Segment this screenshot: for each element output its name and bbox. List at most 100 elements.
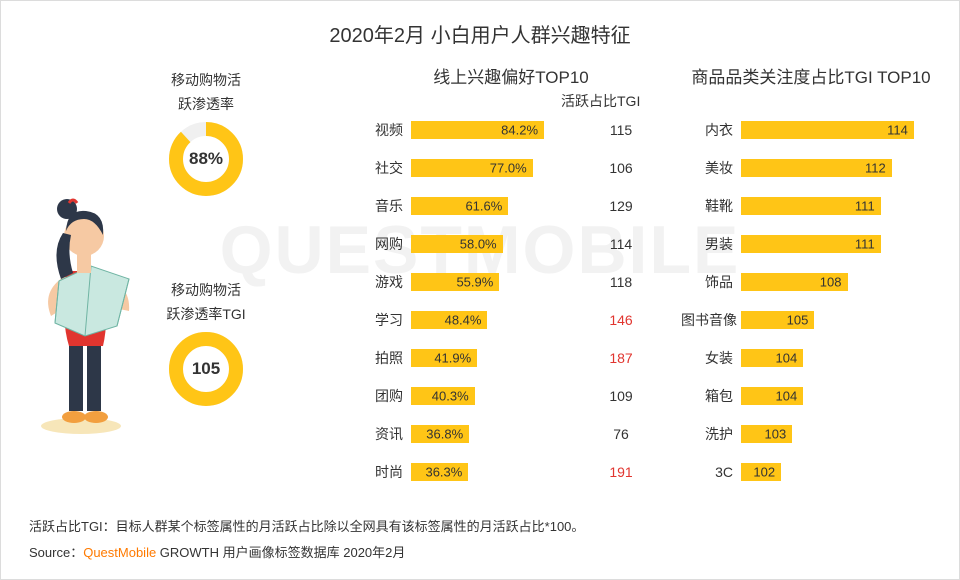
bar-track: 58.0% xyxy=(411,235,596,253)
interest-cat-label: 学习 xyxy=(346,310,411,330)
interest-bar: 84.2% xyxy=(411,121,544,139)
interest-bar-label: 84.2% xyxy=(501,123,538,138)
donut-block-tgi: 移动购物活 跃渗透率TGI 105 xyxy=(166,281,246,409)
bar-track: 48.4% xyxy=(411,311,596,329)
category-cat-label: 箱包 xyxy=(681,386,741,406)
footnote: 活跃占比TGI：目标人群某个标签属性的月活跃占比除以全网具有该标签属性的月活跃占… xyxy=(29,516,584,535)
interest-bar-list: 视频84.2%115社交77.0%106音乐61.6%129网购58.0%114… xyxy=(346,111,646,491)
interest-row: 视频84.2%115 xyxy=(346,111,646,149)
category-row: 3C102 xyxy=(681,453,941,491)
category-bar: 104 xyxy=(741,387,803,405)
interest-cat-label: 视频 xyxy=(346,120,411,140)
category-bar: 111 xyxy=(741,197,881,215)
category-bar-label: 104 xyxy=(776,389,798,404)
bar-track: 41.9% xyxy=(411,349,596,367)
category-bar: 108 xyxy=(741,273,848,291)
interest-bar-label: 58.0% xyxy=(460,237,497,252)
interest-row: 团购 40.3% 109 xyxy=(346,377,646,415)
category-cat-label: 洗护 xyxy=(681,424,741,444)
bar-track: 105 xyxy=(741,311,941,329)
donut-block-rate: 移动购物活 跃渗透率 88% xyxy=(166,71,246,199)
category-row: 洗护 103 xyxy=(681,415,941,453)
category-cat-label: 鞋靴 xyxy=(681,196,741,216)
interest-bar-label: 55.9% xyxy=(456,275,493,290)
interest-tgi-value: 106 xyxy=(596,160,646,176)
bar-track: 104 xyxy=(741,387,941,405)
interest-bar-label: 48.4% xyxy=(445,313,482,328)
woman-illustration-icon xyxy=(21,161,161,441)
bar-track: 40.3% xyxy=(411,387,596,405)
bar-track: 36.8% xyxy=(411,425,596,443)
interest-cat-label: 音乐 xyxy=(346,196,411,216)
donut-tgi-value: 105 xyxy=(166,329,246,409)
interest-row: 网购 58.0% 114 xyxy=(346,225,646,263)
category-bar-label: 111 xyxy=(855,199,875,214)
interest-bar-label: 61.6% xyxy=(465,199,502,214)
interest-row: 学习 48.4% 146 xyxy=(346,301,646,339)
left-column: 移动购物活 跃渗透率 88% 移动购物活 跃渗透率TGI 105 xyxy=(21,71,321,491)
category-bar: 104 xyxy=(741,349,803,367)
interest-cat-label: 拍照 xyxy=(346,348,411,368)
category-row: 美妆 112 xyxy=(681,149,941,187)
page-title: 2020年2月 小白用户人群兴趣特征 xyxy=(1,19,959,48)
category-bar: 111 xyxy=(741,235,881,253)
category-title: 商品品类关注度占比TGI TOP10 xyxy=(681,63,941,88)
interest-bar: 41.9% xyxy=(411,349,477,367)
interest-bar: 40.3% xyxy=(411,387,475,405)
donut-tgi-chart: 105 xyxy=(166,329,246,409)
bar-track: 104 xyxy=(741,349,941,367)
interest-tgi-value: 146 xyxy=(596,312,646,328)
category-bar-label: 112 xyxy=(865,161,886,176)
interest-cat-label: 团购 xyxy=(346,386,411,406)
category-bar: 102 xyxy=(741,463,781,481)
category-cat-label: 内衣 xyxy=(681,120,741,140)
bar-track: 77.0% xyxy=(411,159,596,177)
category-bar-label: 104 xyxy=(776,351,798,366)
donut-rate-label-l1: 移动购物活 xyxy=(166,71,246,89)
category-cat-label: 美妆 xyxy=(681,158,741,178)
interest-bar-label: 77.0% xyxy=(490,161,527,176)
category-bar-list: 内衣114美妆112鞋靴111男装111饰品108图书音像105女装104箱包1… xyxy=(681,111,941,491)
category-row: 男装111 xyxy=(681,225,941,263)
category-cat-label: 饰品 xyxy=(681,272,741,292)
infographic-root: QUESTMOBILE 2020年2月 小白用户人群兴趣特征 线上兴趣偏好TOP… xyxy=(0,0,960,580)
interest-bar: 36.8% xyxy=(411,425,469,443)
donut-rate-chart: 88% xyxy=(166,119,246,199)
interest-tgi-value: 109 xyxy=(596,388,646,404)
interest-bar: 55.9% xyxy=(411,273,499,291)
interest-bar: 58.0% xyxy=(411,235,503,253)
source-rest: GROWTH 用户画像标签数据库 2020年2月 xyxy=(156,545,405,560)
category-bar: 103 xyxy=(741,425,792,443)
interest-tgi-value: 76 xyxy=(596,426,646,442)
bar-track: 103 xyxy=(741,425,941,443)
interest-tgi-value: 114 xyxy=(596,236,646,252)
interest-cat-label: 社交 xyxy=(346,158,411,178)
category-cat-label: 3C xyxy=(681,464,741,480)
interest-bar: 36.3% xyxy=(411,463,468,481)
bar-track: 84.2% xyxy=(411,121,596,139)
interest-row: 资讯36.8% 76 xyxy=(346,415,646,453)
bar-track: 36.3% xyxy=(411,463,596,481)
interest-bar: 77.0% xyxy=(411,159,533,177)
interest-bar: 61.6% xyxy=(411,197,508,215)
interest-tgi-label: 活跃占比TGI xyxy=(561,91,640,111)
category-bar-label: 103 xyxy=(764,427,786,442)
interest-row: 时尚36.3%191 xyxy=(346,453,646,491)
category-bar: 105 xyxy=(741,311,814,329)
interest-bar-label: 41.9% xyxy=(434,351,471,366)
interest-bar-label: 40.3% xyxy=(432,389,469,404)
interest-cat-label: 资讯 xyxy=(346,424,411,444)
bar-track: 55.9% xyxy=(411,273,596,291)
interest-cat-label: 游戏 xyxy=(346,272,411,292)
category-bar-label: 114 xyxy=(887,123,908,138)
category-row: 鞋靴 111 xyxy=(681,187,941,225)
interest-row: 游戏 55.9% 118 xyxy=(346,263,646,301)
category-cat-label: 男装 xyxy=(681,234,741,254)
interest-cat-label: 时尚 xyxy=(346,462,411,482)
interest-tgi-value: 118 xyxy=(596,274,646,290)
bar-track: 114 xyxy=(741,121,941,139)
interest-cat-label: 网购 xyxy=(346,234,411,254)
source-prefix: Source： xyxy=(29,545,83,560)
interest-tgi-value: 129 xyxy=(596,198,646,214)
category-row: 女装104 xyxy=(681,339,941,377)
